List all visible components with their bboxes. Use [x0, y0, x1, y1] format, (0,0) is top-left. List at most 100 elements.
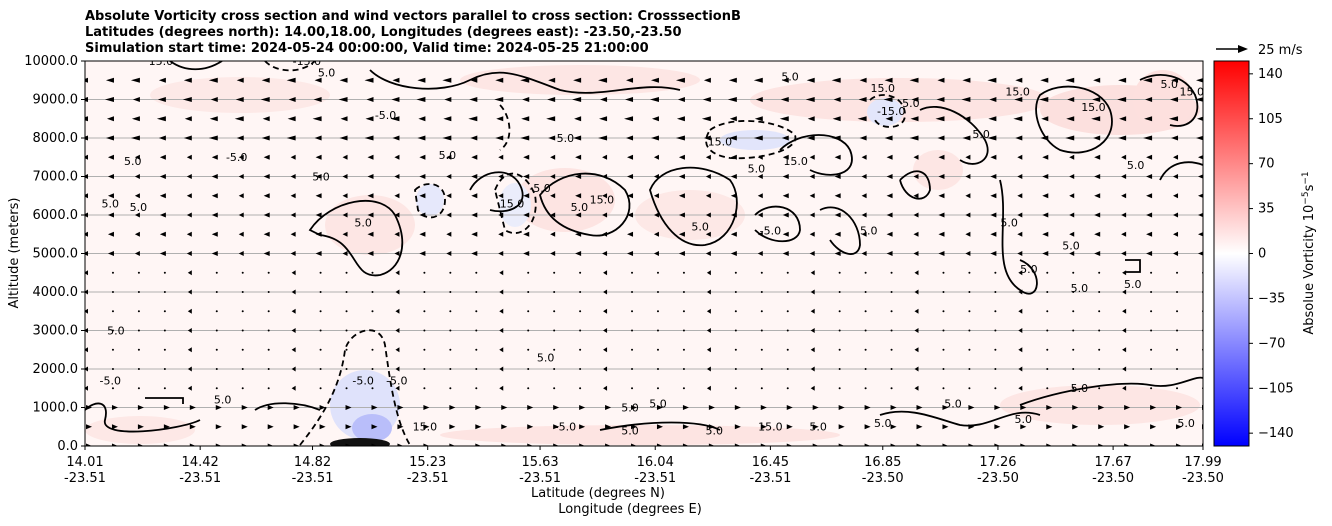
- wind-vector: [159, 251, 166, 256]
- wind-vector: [1173, 154, 1179, 160]
- wind-vector: [809, 154, 815, 160]
- wind-vector: [501, 405, 508, 410]
- wind-vector: [371, 329, 374, 332]
- x-tick-label-lat: 14.01: [66, 455, 103, 470]
- wind-vector: [85, 347, 88, 353]
- wind-vector: [809, 231, 815, 237]
- wind-vector: [890, 387, 893, 390]
- wind-vector: [547, 97, 556, 102]
- contour-label: 5.0: [130, 201, 148, 214]
- wind-vector: [345, 310, 348, 313]
- wind-vector: [603, 308, 608, 314]
- wind-vector: [937, 77, 945, 83]
- wind-vector: [890, 424, 897, 430]
- wind-vector: [267, 424, 274, 430]
- wind-vector: [861, 154, 867, 160]
- wind-vector: [631, 271, 634, 274]
- wind-vector: [1198, 174, 1203, 179]
- wind-vector: [937, 135, 945, 141]
- wind-vector: [371, 387, 374, 390]
- wind-vector: [397, 405, 404, 410]
- x-tick-label-lat: 15.63: [521, 455, 558, 470]
- wind-vector: [471, 193, 478, 199]
- wind-vector: [885, 116, 893, 122]
- wind-vector: [965, 212, 971, 218]
- wind-vector: [85, 385, 88, 391]
- contour-label: 5.0: [1020, 263, 1038, 276]
- wind-vector: [682, 405, 689, 410]
- wind-vector: [417, 135, 426, 141]
- wind-vector: [857, 116, 867, 122]
- wind-vector: [342, 193, 348, 199]
- wind-vector: [105, 135, 114, 141]
- wind-vector: [861, 174, 867, 179]
- wind-vector: [1072, 271, 1075, 274]
- y-tick-label: 8000.0: [33, 131, 79, 146]
- wind-vector: [809, 174, 815, 179]
- wind-vector: [809, 193, 815, 199]
- wind-vector: [104, 97, 114, 102]
- wind-vector: [1121, 154, 1127, 160]
- wind-vector: [313, 97, 322, 102]
- wind-vector: [238, 251, 244, 256]
- contour-label: 15.0: [783, 155, 808, 168]
- wind-vector: [1122, 328, 1127, 333]
- wind-vector: [579, 387, 582, 390]
- wind-vector: [189, 405, 196, 410]
- wind-vector: [1119, 116, 1127, 122]
- wind-vector: [550, 212, 556, 218]
- contour-label: 15.0: [500, 197, 525, 210]
- y-tick-label: 5000.0: [33, 247, 79, 262]
- wind-vector: [1124, 443, 1131, 446]
- wind-vector: [105, 77, 114, 83]
- wind-vector: [682, 329, 685, 332]
- wind-vector: [1176, 271, 1179, 274]
- colorbar-tick-label: 140: [1258, 67, 1283, 82]
- wind-vector: [134, 193, 140, 199]
- contour-label: 5.0: [944, 398, 962, 411]
- y-tick-label: 3000.0: [33, 324, 79, 339]
- wind-vector: [886, 251, 893, 256]
- wind-vector: [1197, 116, 1203, 121]
- wind-vector: [553, 443, 560, 446]
- wind-vector: [111, 271, 114, 274]
- wind-vector: [1098, 291, 1101, 293]
- wind-vector: [446, 193, 452, 199]
- wind-vector: [631, 291, 634, 293]
- wind-vector: [838, 424, 845, 430]
- wind-vector: [293, 424, 300, 430]
- wind-vector: [553, 271, 556, 274]
- wind-vector: [579, 271, 582, 274]
- wind-vector: [834, 251, 841, 256]
- contour-label: 5.0: [972, 128, 990, 141]
- wind-vector: [395, 385, 400, 391]
- wind-vector: [553, 310, 556, 313]
- wind-vector: [706, 366, 711, 372]
- wind-vector: [446, 154, 452, 160]
- wind-vector: [449, 348, 452, 351]
- x-tick-label-lat: 17.67: [1095, 455, 1132, 470]
- wind-vector: [890, 443, 897, 446]
- x-tick-label-lon: -23.50: [862, 471, 904, 486]
- wind-vector: [159, 212, 166, 218]
- wind-vector: [338, 97, 348, 102]
- wind-vector: [1196, 135, 1203, 141]
- wind-vector: [215, 405, 222, 410]
- wind-vector: [290, 212, 296, 218]
- wind-vector: [1014, 97, 1023, 102]
- wind-vector: [859, 135, 867, 141]
- wind-vector: [137, 310, 140, 313]
- wind-vector: [838, 348, 841, 351]
- wind-vector: [786, 271, 789, 274]
- contour-label: 15.0: [1081, 101, 1106, 114]
- wind-vector: [186, 154, 192, 160]
- wind-vector: [705, 193, 711, 199]
- wind-vector: [631, 387, 634, 390]
- wind-vector: [235, 97, 244, 102]
- wind-vector: [627, 193, 634, 199]
- wind-vector: [475, 348, 478, 351]
- wind-vector: [994, 424, 1001, 430]
- wind-vector: [994, 329, 997, 332]
- wind-vector: [312, 116, 322, 122]
- wind-vector: [137, 348, 140, 351]
